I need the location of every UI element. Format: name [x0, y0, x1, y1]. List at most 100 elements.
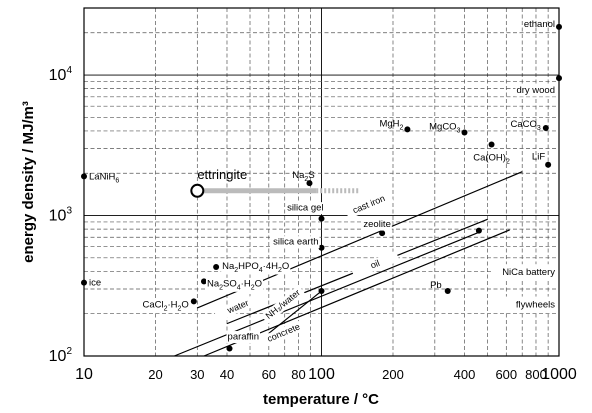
- label-text: MgCO: [429, 121, 456, 132]
- x-tick-label: 20: [148, 367, 162, 382]
- point-label-bg: [141, 298, 190, 313]
- data-point: [190, 298, 197, 305]
- label-subscript: 4: [259, 267, 263, 274]
- x-tick-label: 100: [308, 366, 335, 383]
- label-text: O: [255, 278, 262, 289]
- point-label: Na2S: [292, 170, 314, 183]
- x-tick-label: 1000: [541, 366, 577, 383]
- label-subscript: 6: [115, 177, 119, 184]
- x-tick-label: 200: [382, 367, 404, 382]
- label-text: ice: [89, 278, 101, 289]
- point-label: LiF: [532, 152, 545, 163]
- data-point: [461, 129, 468, 136]
- point-label: LaNiH6: [89, 171, 119, 184]
- label-text: CaCl: [142, 299, 163, 310]
- band-label: flywheels: [516, 300, 555, 311]
- label-text: silica gel: [287, 203, 323, 214]
- label-subscript: 4: [237, 284, 241, 291]
- x-tick-label: 60: [262, 367, 276, 382]
- y-tick-label: 103: [49, 206, 73, 225]
- point-label-bg: [362, 218, 392, 231]
- point-label: zeolite: [363, 219, 390, 230]
- band-label-bg: [491, 296, 559, 312]
- line-label-bg: [350, 250, 400, 279]
- data-point: [444, 288, 451, 295]
- data-point: [213, 264, 220, 271]
- label-text: O: [282, 261, 289, 272]
- point-label: ethanol: [524, 19, 555, 30]
- point-label: paraffin: [228, 332, 260, 343]
- label-text: Na: [207, 278, 220, 289]
- label-text: ·4H: [263, 261, 278, 272]
- line-label-bg: [260, 285, 306, 324]
- y-tick-base: 10: [49, 348, 67, 365]
- label-text: Na: [292, 170, 305, 181]
- data-point: [318, 215, 325, 222]
- data-point: [318, 244, 325, 251]
- point-label-bg: [286, 202, 325, 215]
- point-label: CaCO3: [511, 119, 541, 132]
- label-subscript: 2: [400, 124, 404, 131]
- x-tick-label: 30: [190, 367, 204, 382]
- label-text: ·H: [167, 299, 177, 310]
- label-subscript: 2: [164, 305, 168, 312]
- label-subscript: 2: [251, 284, 255, 291]
- label-text: MgH: [379, 118, 399, 129]
- ettringite-layer: ettringite: [190, 167, 360, 198]
- x-tick-label: 600: [495, 367, 517, 382]
- label-text: Ca(OH): [473, 153, 506, 164]
- point-label: CaCl2·H2O: [142, 299, 188, 312]
- y-tick-exponent: 4: [66, 65, 72, 76]
- label-text: O: [181, 299, 188, 310]
- x-tick-label: 10: [75, 366, 93, 383]
- line-label: NH₃/water: [264, 287, 302, 321]
- point-label: Ca(OH)2: [473, 153, 510, 166]
- y-tick-base: 10: [49, 67, 67, 84]
- label-text: ethanol: [524, 19, 555, 30]
- y-tick-exponent: 2: [66, 346, 72, 357]
- line-2: [174, 231, 480, 357]
- label-text: Na: [222, 261, 235, 272]
- label-subscript: 3: [457, 127, 461, 134]
- point-label: Na2HPO4·4H2O: [222, 261, 289, 274]
- data-point: [488, 141, 495, 148]
- point-label: MgH2: [379, 118, 403, 131]
- line-label: cast iron: [351, 193, 386, 215]
- point-label-bg: [226, 331, 261, 344]
- label-subscript: 3: [537, 125, 541, 132]
- label-text: silica earth: [273, 237, 318, 248]
- y-tick-base: 10: [49, 208, 67, 225]
- ettringite-marker: [190, 183, 205, 198]
- line-label-bg: [259, 318, 309, 348]
- y-axis-title: energy density / MJ/m³: [20, 101, 37, 263]
- x-tick-label: 80: [291, 367, 305, 382]
- label-subscript: 2: [219, 284, 223, 291]
- label-text: LaNiH: [89, 171, 116, 182]
- label-subscript: 2: [178, 305, 182, 312]
- line-label: oil: [369, 258, 381, 271]
- label-text: S: [308, 170, 314, 181]
- plot-frame: [83, 7, 560, 357]
- data-point: [200, 278, 207, 285]
- y-tick-label: 102: [49, 346, 73, 365]
- point-label: silica earth: [273, 237, 318, 248]
- band-label: NiCa battery: [502, 267, 555, 278]
- band-label-bg: [491, 264, 559, 280]
- label-text: ·H: [241, 278, 251, 289]
- y-tick-exponent: 3: [66, 206, 72, 217]
- data-point: [542, 124, 549, 131]
- label-text: dry wood: [516, 85, 555, 96]
- point-label: Pb: [430, 280, 442, 291]
- data-point: [379, 230, 386, 237]
- label-subscript: 2: [506, 159, 510, 166]
- label-subscript: 2: [304, 176, 308, 183]
- y-tick-label: 104: [49, 65, 73, 84]
- x-tick-label: 800: [525, 367, 547, 382]
- bands-layer: NiCa battery flywheels: [491, 264, 559, 312]
- point-label: Na2SO4·H2O: [207, 278, 262, 291]
- point-label-bg: [205, 277, 264, 292]
- label-text: LiF: [532, 152, 545, 163]
- data-point: [318, 288, 325, 295]
